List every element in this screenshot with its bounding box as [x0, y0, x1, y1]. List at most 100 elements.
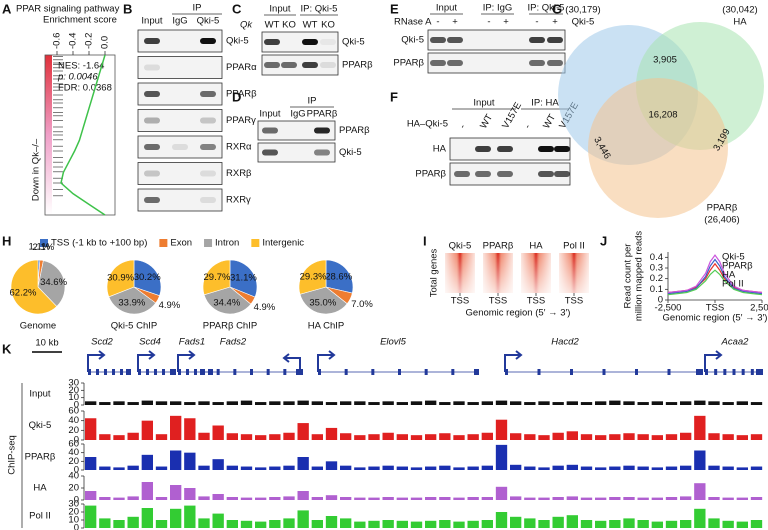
signal-bar: [453, 467, 465, 470]
signal-bar: [226, 401, 238, 405]
y-tick-label: 0.3: [650, 263, 663, 274]
signal-bar: [368, 466, 380, 470]
signal-bar: [99, 518, 111, 528]
signal-bar: [141, 420, 153, 440]
legend-swatch: [40, 239, 48, 247]
legend-label: HA: [722, 270, 736, 281]
signal-bar: [297, 510, 309, 528]
panel-label: J: [600, 233, 607, 248]
legend-label: Qki-5: [722, 252, 745, 263]
tss-arrow: [137, 350, 156, 372]
signal-bar: [283, 401, 295, 405]
signal-bar: [212, 402, 224, 405]
signal-bar: [481, 465, 493, 470]
heatmap-xlabel: Genomic region (5′ → 3′): [466, 308, 571, 319]
exon: [760, 369, 763, 375]
gsea-box: [44, 54, 116, 216]
tss-arrow: [177, 350, 196, 372]
signal-bar: [637, 434, 649, 440]
signal-bar: [240, 434, 253, 440]
y-tick-label: 0.1: [650, 284, 663, 295]
legend-label: Intron: [215, 238, 239, 249]
gsea-stat: FDR: 0.0368: [58, 83, 112, 94]
band: [554, 146, 570, 152]
row-label: Qki-5: [401, 35, 424, 46]
blot-strip: [257, 120, 336, 141]
signal-bar: [680, 520, 692, 528]
signal-bar: [325, 427, 338, 440]
signal-bar: [325, 402, 338, 405]
exon: [146, 369, 149, 375]
signal-bar: [255, 521, 267, 528]
signal-bar: [566, 464, 578, 470]
y-tick-label: 20: [68, 483, 79, 494]
signal-bar: [708, 497, 720, 500]
signal-bar: [396, 520, 408, 528]
signal-bar: [155, 520, 168, 528]
profile-line: [667, 269, 763, 296]
heatmap-title: PPARβ: [483, 241, 514, 252]
panel-label: G: [552, 1, 562, 16]
row-label: HA: [433, 144, 447, 155]
signal-bar: [212, 494, 224, 500]
signal-bar: [198, 465, 210, 470]
signal-bar: [354, 497, 366, 500]
band: [200, 197, 216, 203]
signal-bar: [184, 488, 196, 500]
row-label: PPARβ: [339, 125, 370, 136]
signal-bar: [382, 432, 394, 440]
signal-bar: [269, 466, 281, 470]
exon: [178, 369, 181, 375]
blot-strip: [137, 135, 223, 159]
lane-label: -: [522, 123, 533, 131]
exon: [194, 369, 197, 375]
signal-bar: [467, 466, 479, 470]
heatmap-fade: [483, 253, 513, 293]
set-name: PPARβ: [707, 203, 738, 214]
signal-bar: [722, 434, 734, 440]
exon: [714, 369, 718, 375]
lane-label: KO: [282, 20, 296, 31]
score-tick-label: 0.0: [100, 36, 111, 49]
signal-bar: [340, 433, 352, 440]
band: [200, 38, 216, 44]
row-label: RXRα: [226, 142, 252, 153]
signal-bar: [198, 401, 210, 405]
y-axis-label: million mapped reads: [634, 231, 645, 322]
tss-label: TSS: [565, 296, 583, 307]
exon: [296, 369, 301, 375]
signal-bar: [283, 518, 295, 528]
signal-bar: [382, 465, 394, 470]
pie-slice: [202, 259, 231, 296]
signal-bar: [524, 434, 536, 440]
pie-label: 62.2%: [10, 288, 37, 299]
signal-bar: [85, 401, 97, 405]
profile-line: [667, 254, 763, 294]
band: [200, 144, 216, 150]
enrichment-curve: [60, 54, 106, 216]
pie-slice: [229, 259, 258, 298]
exon: [120, 369, 123, 375]
pie-label: 7.0%: [351, 299, 373, 310]
signal-bar: [297, 491, 309, 500]
legend-label: TSS (-1 kb to +100 bp): [51, 238, 147, 249]
profile-line: [667, 258, 763, 295]
signal-bar: [396, 497, 408, 500]
signal-bar: [127, 516, 139, 528]
lane-label: WT: [303, 20, 318, 31]
signal-bar: [580, 402, 593, 405]
tss-arrow: [87, 350, 106, 372]
signal-bar: [538, 435, 550, 440]
band: [144, 197, 160, 203]
signal-bar: [439, 497, 451, 500]
signal-bar: [510, 496, 522, 500]
pie-name: PPARβ ChIP: [203, 321, 257, 332]
exon: [216, 369, 220, 375]
signal-bar: [510, 516, 522, 528]
panel-label: D: [232, 89, 241, 104]
exon: [162, 369, 165, 375]
blot-strip: [257, 142, 336, 163]
panel-label: A: [2, 1, 12, 16]
signal-bar: [113, 435, 125, 440]
signal-bar: [722, 497, 734, 500]
